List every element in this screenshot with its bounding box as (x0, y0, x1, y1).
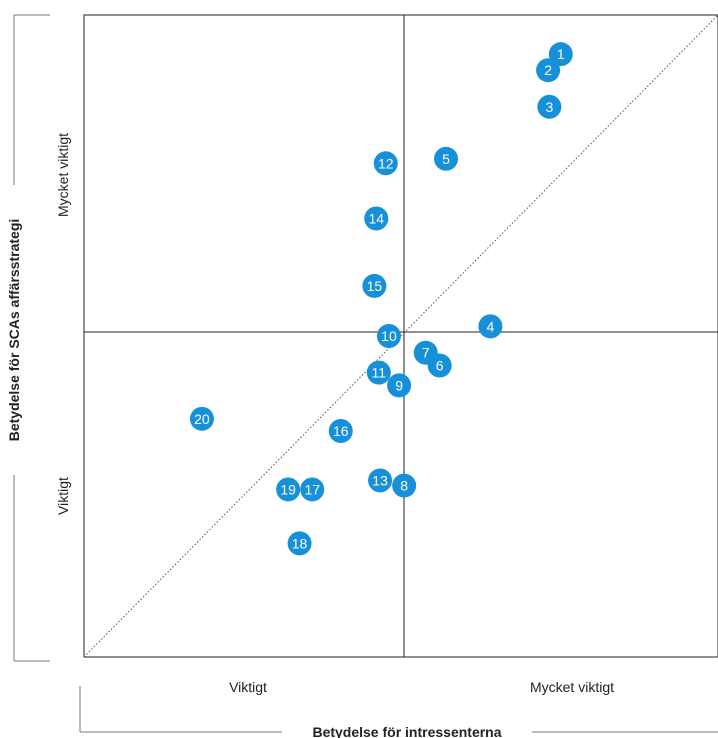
x-axis-title: Betydelse för intressenterna (312, 724, 501, 738)
data-point-label: 1 (557, 46, 565, 62)
data-point-10: 10 (376, 324, 401, 348)
data-point-14: 14 (364, 206, 389, 231)
data-point-label: 17 (304, 481, 320, 497)
data-point-16: 16 (328, 419, 353, 444)
data-point-label: 20 (194, 411, 210, 427)
data-point-9: 9 (387, 373, 412, 398)
x-axis-bracket (79, 686, 718, 733)
data-point-label: 15 (367, 278, 383, 294)
data-point-marker (368, 468, 393, 493)
data-point-17: 17 (300, 477, 325, 502)
data-point-19: 19 (276, 477, 301, 502)
data-point-label: 5 (442, 151, 450, 167)
data-point-marker (413, 340, 438, 365)
data-point-18: 18 (287, 531, 312, 556)
data-point-marker (373, 151, 398, 176)
x-tick-label-mycket-viktigt: Mycket viktigt (530, 679, 614, 695)
data-point-marker (387, 373, 412, 398)
data-point-label: 18 (292, 535, 308, 551)
data-point-marker (364, 206, 389, 231)
data-point-marker (548, 42, 573, 67)
data-point-marker (366, 360, 391, 385)
x-tick-label-viktigt: Viktigt (229, 679, 267, 695)
data-point-label: 8 (400, 478, 408, 494)
data-point-marker (328, 419, 353, 444)
data-point-marker (434, 146, 459, 171)
data-point-marker (537, 94, 562, 119)
data-point-12: 12 (373, 151, 398, 176)
y-axis-title: Betydelse för SCAs affärsstrategi (6, 219, 22, 442)
data-point-label: 7 (422, 345, 430, 361)
data-point-8: 8 (392, 473, 417, 498)
data-point-marker (276, 477, 301, 502)
data-point-3: 3 (537, 94, 562, 119)
y-tick-label-viktigt: Viktigt (55, 477, 71, 515)
data-point-label: 19 (280, 481, 296, 497)
data-point-marker (478, 314, 503, 339)
data-point-label: 10 (381, 328, 397, 344)
data-point-1: 1 (548, 42, 573, 67)
data-point-5: 5 (434, 146, 459, 171)
data-point-label: 12 (378, 155, 394, 171)
data-point-marker (287, 531, 312, 556)
diagonal-reference-line (83, 14, 718, 658)
data-point-marker (362, 273, 387, 298)
data-point-marker (189, 406, 214, 431)
data-point-label: 16 (333, 423, 349, 439)
data-point-20: 20 (189, 406, 214, 431)
data-point-15: 15 (362, 273, 387, 298)
plot-frame (83, 14, 718, 658)
data-point-marker (300, 477, 325, 502)
y-axis-bracket (13, 14, 50, 662)
data-point-11: 11 (366, 360, 391, 385)
data-point-marker (376, 324, 401, 348)
data-point-label: 9 (395, 377, 403, 393)
data-point-label: 13 (372, 472, 388, 488)
data-point-label: 14 (368, 211, 384, 227)
data-point-13: 13 (368, 468, 393, 493)
data-point-label: 11 (372, 365, 387, 381)
data-point-label: 2 (544, 62, 552, 78)
data-point-7: 7 (413, 340, 438, 365)
data-point-label: 6 (436, 358, 444, 374)
data-point-label: 3 (545, 99, 553, 115)
data-point-2: 2 (536, 58, 561, 83)
data-point-4: 4 (478, 314, 503, 339)
data-point-label: 4 (486, 318, 494, 334)
data-point-marker (392, 473, 417, 498)
y-tick-label-mycket-viktigt: Mycket viktigt (55, 133, 71, 217)
data-point-marker (536, 58, 561, 83)
